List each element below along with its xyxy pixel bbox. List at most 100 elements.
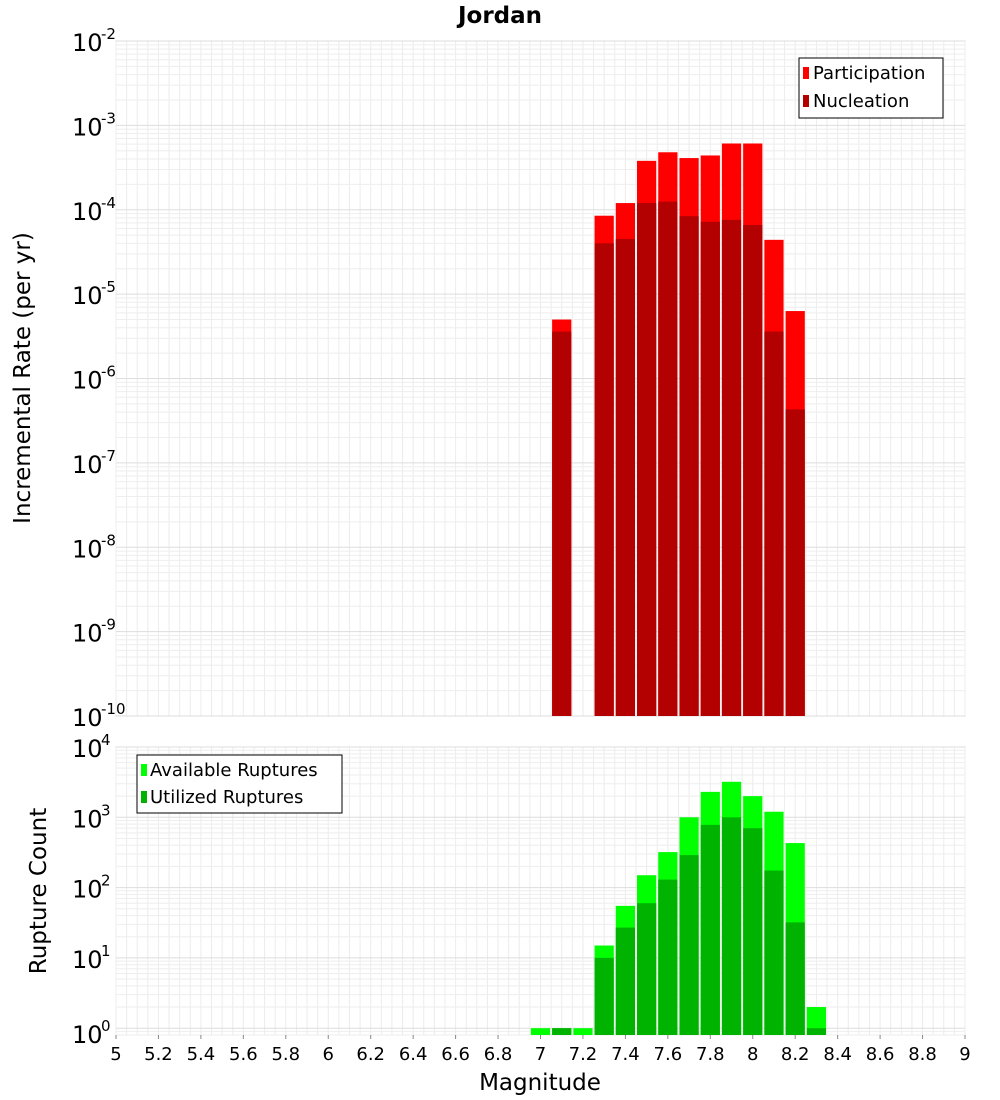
y-tick-base: 10: [72, 620, 103, 648]
y-tick-label: 103: [72, 801, 111, 833]
bar-utilized-ruptures: [615, 927, 636, 1035]
bar-utilized-ruptures: [658, 879, 678, 1035]
x-tick-label: 8.2: [781, 1044, 810, 1065]
y-tick-exponent: -2: [101, 25, 116, 43]
y-tick-exponent: -4: [101, 194, 116, 212]
bar-utilized-ruptures: [637, 903, 657, 1035]
bar-nucleation: [721, 219, 742, 717]
y-tick-exponent: 3: [101, 801, 111, 819]
y-tick-base: 10: [72, 113, 103, 141]
legend-label-nucleation: Nucleation: [813, 91, 909, 112]
x-tick-label: 7.6: [654, 1044, 683, 1065]
bar-utilized-ruptures: [764, 870, 784, 1035]
bar-nucleation: [785, 409, 805, 716]
x-tick-label: 6: [323, 1044, 334, 1065]
x-tick-label: 6.2: [356, 1044, 385, 1065]
rate-bars: [552, 143, 805, 717]
legend-label-participation: Participation: [813, 63, 925, 84]
bar-nucleation: [764, 331, 784, 716]
x-tick-label: 5.8: [271, 1044, 300, 1065]
y-tick-base: 10: [72, 535, 103, 563]
bar-available-ruptures: [530, 1028, 551, 1035]
y-tick-exponent: -10: [101, 700, 126, 718]
y-tick-label: 10-8: [72, 531, 116, 563]
bar-utilized-ruptures: [743, 828, 763, 1035]
y-tick-base: 10: [72, 29, 103, 57]
x-tick-label: 5.4: [187, 1044, 216, 1065]
x-tick-label: 5.6: [229, 1044, 258, 1065]
y-tick-label: 10-4: [72, 194, 116, 226]
bar-nucleation: [679, 216, 699, 717]
x-tick-label: 7: [535, 1044, 546, 1065]
bar-nucleation: [658, 201, 678, 716]
bar-utilized-ruptures: [785, 922, 805, 1035]
count-legend: Available Ruptures Utilized Ruptures: [136, 754, 343, 814]
bar-nucleation: [700, 221, 720, 716]
y-tick-exponent: 4: [101, 731, 111, 749]
rate-gridlines: [115, 40, 966, 717]
y-tick-label: 10-2: [72, 25, 116, 57]
y-tick-base: 10: [72, 282, 103, 310]
x-tick-label: 7.2: [569, 1044, 598, 1065]
bar-utilized-ruptures: [700, 824, 720, 1035]
y-tick-base: 10: [72, 805, 103, 833]
rate-legend-box: [798, 57, 944, 119]
y-tick-label: 10-9: [72, 616, 116, 648]
x-tick-label: 8.4: [823, 1044, 852, 1065]
x-tick-label: 8.8: [908, 1044, 937, 1065]
x-tick-label: 7.8: [696, 1044, 725, 1065]
y-tick-exponent: -5: [101, 278, 116, 296]
y-tick-exponent: 2: [101, 872, 111, 890]
x-tick-label: 5: [110, 1044, 121, 1065]
legend-swatch-nucleation: [803, 95, 809, 107]
y-tick-label: 100: [72, 1017, 111, 1049]
bar-utilized-ruptures: [679, 855, 699, 1035]
bar-utilized-ruptures: [721, 817, 742, 1035]
bar-available-ruptures: [806, 1007, 827, 1035]
y-tick-base: 10: [72, 735, 103, 763]
x-tick-label: 9: [959, 1044, 970, 1065]
y-tick-exponent: 1: [101, 942, 111, 960]
y-tick-exponent: 0: [101, 1017, 111, 1035]
count-bars: [530, 781, 827, 1035]
bar-nucleation: [637, 203, 657, 716]
y-tick-label: 10-3: [72, 109, 116, 141]
x-axis-label: Magnitude: [479, 1070, 601, 1096]
y-tick-base: 10: [72, 198, 103, 226]
y-tick-base: 10: [72, 451, 103, 479]
y-tick-base: 10: [72, 704, 103, 732]
x-tick-label: 6.6: [441, 1044, 470, 1065]
bar-nucleation: [552, 331, 572, 716]
y-tick-base: 10: [72, 367, 103, 395]
bar-nucleation: [743, 224, 763, 716]
chart-title: Jordan: [456, 3, 542, 29]
y-tick-label: 10-6: [72, 363, 116, 395]
y-tick-exponent: -7: [101, 447, 116, 465]
bar-utilized-ruptures: [806, 1028, 827, 1035]
y-tick-exponent: -6: [101, 363, 116, 381]
count-y-axis-label: Rupture Count: [26, 808, 52, 974]
magnitude-x-ticks: 5 5.2 5.4 5.6 5.8 6 6.2 6.4 6.6 6.8 7 7.2 7.4 7.6 7.8 8…: [110, 1035, 971, 1065]
x-tick-label: 6.8: [484, 1044, 513, 1065]
x-tick-label: 5.2: [144, 1044, 173, 1065]
count-legend-box: [136, 754, 343, 814]
y-tick-exponent: -3: [101, 109, 116, 127]
legend-label-available: Available Ruptures: [150, 760, 318, 781]
bar-available-ruptures: [573, 1028, 593, 1035]
x-tick-label: 8: [747, 1044, 758, 1065]
legend-label-utilized: Utilized Ruptures: [150, 787, 303, 808]
rate-panel: 10-210-310-410-510-610-710-810-910-10 In…: [10, 25, 966, 732]
y-tick-label: 104: [72, 731, 111, 763]
legend-swatch-utilized: [141, 791, 147, 803]
y-tick-label: 102: [72, 872, 111, 904]
x-tick-label: 8.6: [866, 1044, 895, 1065]
rate-legend: Participation Nucleation: [798, 57, 944, 119]
bar-nucleation: [594, 243, 614, 717]
y-tick-label: 10-10: [72, 700, 126, 732]
x-tick-label: 7.4: [611, 1044, 640, 1065]
y-tick-label: 10-5: [72, 278, 116, 310]
bar-nucleation: [615, 239, 636, 716]
rate-y-axis-label: Incremental Rate (per yr): [10, 232, 36, 524]
